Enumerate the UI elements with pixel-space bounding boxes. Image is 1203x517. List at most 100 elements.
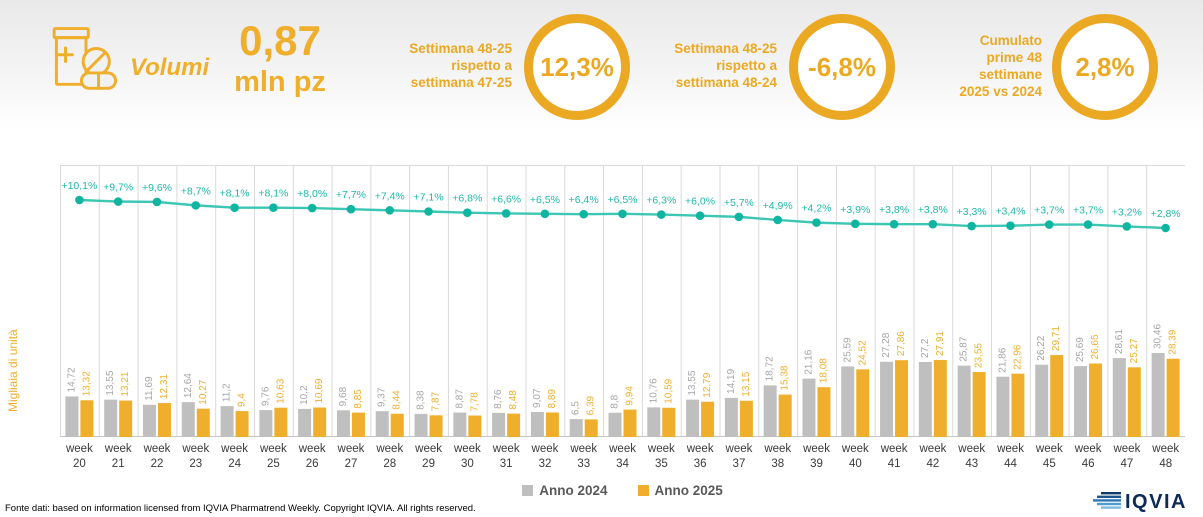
bar-anno-2024 [1151,353,1165,437]
kpi-week-vs-prev-week-circle: 12,3% [524,14,630,120]
growth-label: +6,5% [530,194,560,206]
bar-anno-2024 [181,402,195,437]
bar-value-label: 8,85 [353,389,364,409]
growth-label: +3,9% [840,204,870,216]
growth-point [1122,222,1132,231]
growth-label: +4,2% [801,203,831,215]
x-axis-label: week 24 [221,443,249,470]
bar-value-label: 26,65 [1090,334,1101,359]
growth-label: +6,8% [452,193,482,205]
growth-label: +4,9% [763,200,793,212]
bar-value-label: 29,71 [1051,326,1062,351]
growth-label: +6,3% [646,195,676,207]
x-axis-label: week 44 [997,443,1024,470]
legend-label-2025: Anno 2025 [654,483,723,498]
kpi-week-vs-prev-year-label: Settimana 48-25 rispetto a settimana 48-… [674,41,777,90]
bar-anno-2024 [259,410,273,437]
growth-point [656,210,666,219]
x-axis-label: week 36 [686,443,714,470]
bar-value-label: 8,87 [454,389,465,409]
growth-point [850,219,860,229]
bar-anno-2025 [739,400,753,437]
bar-anno-2025 [1089,363,1103,437]
bar-anno-2024 [298,408,312,437]
x-axis-label: week 28 [376,443,404,470]
growth-label: +5,7% [724,197,754,209]
x-axis-label: week 34 [609,443,636,470]
growth-label: +8,0% [297,188,327,200]
headline-unit: mln pz [234,66,326,98]
bar-value-label: 25,27 [1129,338,1140,363]
bar-anno-2025 [80,400,94,437]
growth-label: +6,0% [685,196,715,208]
bar-anno-2025 [157,403,171,437]
bar-anno-2024 [530,411,544,437]
bar-value-label: 9,68 [338,386,349,406]
bar-anno-2025 [778,394,792,437]
growth-point [1044,220,1054,229]
bar-anno-2025 [1166,358,1180,437]
growth-label: +3,8% [918,204,948,216]
bar-value-label: 25,59 [842,337,853,362]
growth-point [1006,221,1015,230]
growth-label: +7,4% [375,190,405,202]
growth-point [928,219,938,229]
bar-anno-2024 [1035,364,1049,437]
growth-point [424,207,433,216]
bar-value-label: 14,72 [66,367,77,392]
bar-value-label: 13,21 [120,371,131,396]
growth-label: +6,5% [607,194,637,206]
growth-point [463,208,472,217]
bar-anno-2024 [104,399,118,437]
growth-point [618,209,627,219]
growth-point [385,206,395,215]
growth-point [191,201,201,210]
bar-value-label: 12,64 [183,373,194,398]
x-axis-label: week 23 [182,443,210,470]
bar-anno-2025 [468,415,482,437]
growth-point [113,197,123,206]
bar-value-label: 8,44 [392,390,403,410]
bar-anno-2024 [220,406,234,437]
x-axis-label: week 39 [803,443,830,470]
growth-point [812,218,821,227]
headline-stat: 0,87 mln pz [200,18,360,100]
bar-anno-2025 [584,419,598,437]
bar-anno-2025 [817,387,831,437]
bar-anno-2025 [196,408,210,437]
bar-anno-2025 [1050,355,1064,437]
bar-anno-2024 [957,365,971,437]
x-axis-label: week 38 [764,443,792,470]
bar-anno-2024 [841,366,855,437]
bar-anno-2025 [895,360,909,437]
bar-value-label: 13,15 [741,371,752,396]
growth-label: +9,7% [103,182,133,194]
growth-point [269,203,278,212]
bar-value-label: 11,69 [144,376,155,401]
bar-value-label: 14,19 [726,368,737,393]
legend-label-2024: Anno 2024 [539,483,608,498]
growth-point [346,204,356,214]
legend-swatch-2024 [522,485,534,496]
x-axis-label: week 33 [570,443,598,470]
bar-value-label: 9,76 [260,386,271,406]
growth-label: +8,1% [220,188,250,200]
iqvia-logo: IQVIA [1093,491,1185,513]
bar-anno-2024 [608,412,622,437]
growth-point [773,215,782,225]
bar-anno-2025 [235,411,249,437]
bar-value-label: 21,86 [997,347,1008,372]
bar-anno-2024 [375,411,389,437]
pills-bottle-icon [52,27,118,90]
bar-anno-2025 [623,409,637,437]
bar-anno-2024 [763,385,777,437]
x-axis-label: week 27 [337,443,365,470]
bar-anno-2024 [1112,358,1126,437]
bar-anno-2024 [569,419,583,437]
bar-anno-2025 [933,360,947,437]
x-axis-label: week 22 [143,443,171,470]
bar-value-label: 6,39 [586,395,597,415]
bar-value-label: 10,27 [198,379,209,404]
bar-value-label: 8,76 [493,389,504,409]
x-axis-label: week 41 [880,443,908,470]
